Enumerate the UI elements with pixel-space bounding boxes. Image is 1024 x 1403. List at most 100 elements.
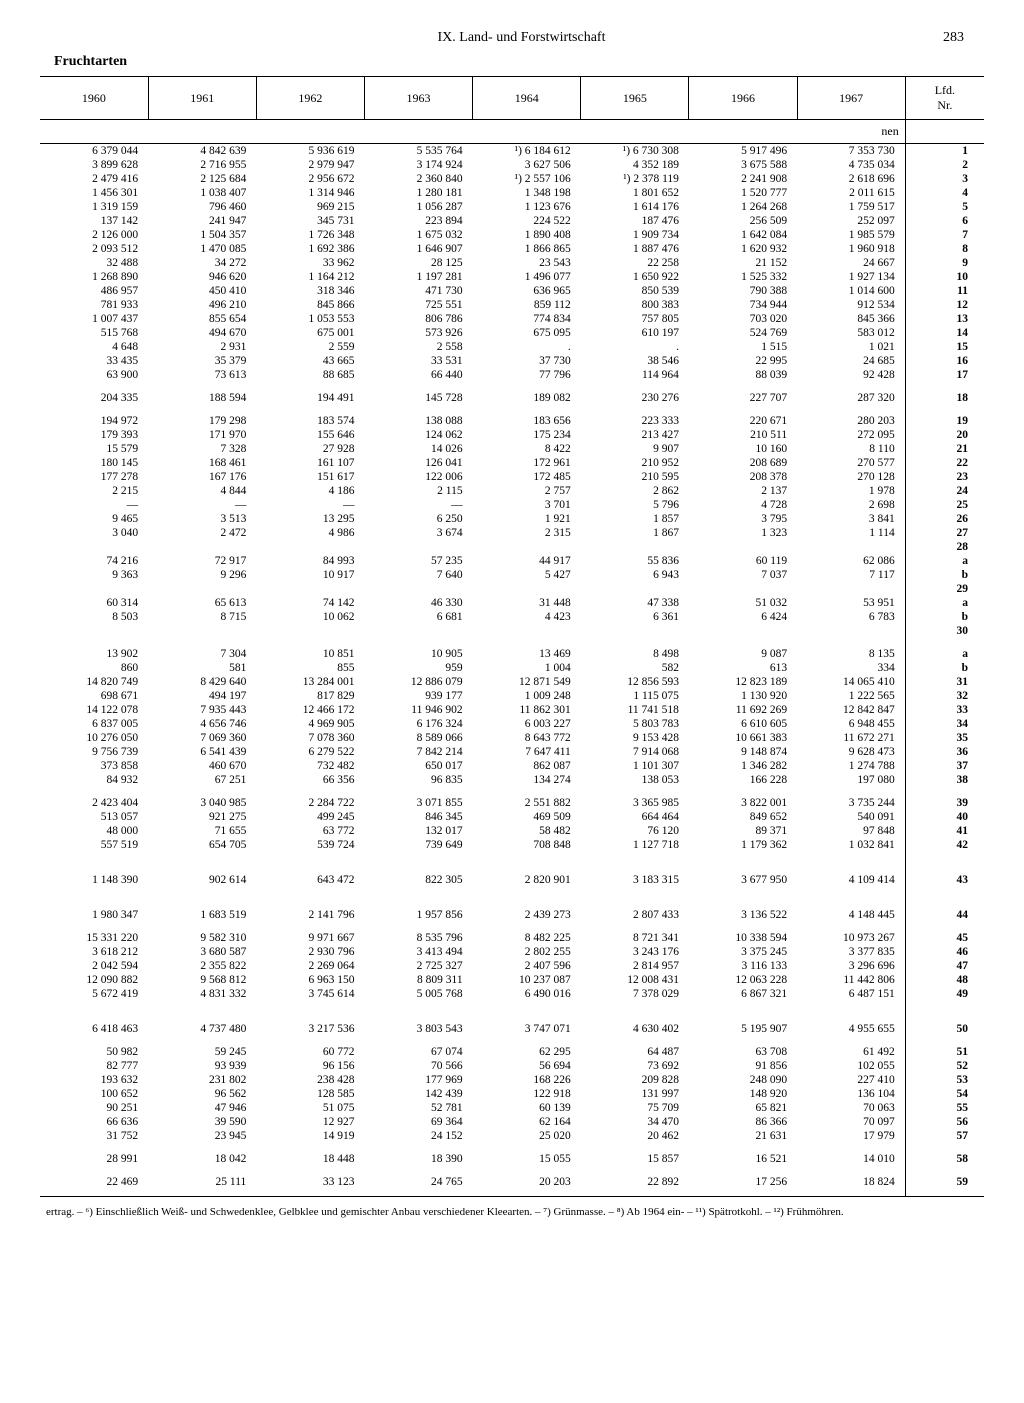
table-cell: 859 112 xyxy=(473,298,581,312)
table-cell: — xyxy=(148,498,256,512)
table-cell: 9 465 xyxy=(40,512,148,526)
table-cell: 12 823 189 xyxy=(689,675,797,689)
row-number: 1 xyxy=(905,144,984,159)
table-cell: 213 427 xyxy=(581,428,689,442)
table-cell: 1 456 301 xyxy=(40,186,148,200)
table-cell: 1 007 437 xyxy=(40,312,148,326)
table-cell: 5 936 619 xyxy=(256,144,364,159)
table-cell: 33 962 xyxy=(256,256,364,270)
table-cell: 51 032 xyxy=(689,596,797,610)
table-cell: 650 017 xyxy=(364,759,472,773)
table-cell: 10 661 383 xyxy=(689,731,797,745)
table-cell xyxy=(473,624,581,638)
row-number: 32 xyxy=(905,689,984,703)
table-cell: 223 894 xyxy=(364,214,472,228)
table-cell: 822 305 xyxy=(364,852,472,887)
table-cell: 1 620 932 xyxy=(689,242,797,256)
table-cell: 373 858 xyxy=(40,759,148,773)
row-number: a xyxy=(905,596,984,610)
table-cell xyxy=(256,582,364,596)
table-cell: 183 656 xyxy=(473,405,581,428)
table-cell: 1 515 xyxy=(689,340,797,354)
table-cell: 2 423 404 xyxy=(40,787,148,810)
table-cell: 73 692 xyxy=(581,1059,689,1073)
row-number: 13 xyxy=(905,312,984,326)
table-cell: 64 487 xyxy=(581,1036,689,1059)
table-cell: 8 135 xyxy=(797,638,905,661)
table-cell: 7 078 360 xyxy=(256,731,364,745)
table-cell: 84 932 xyxy=(40,773,148,787)
table-cell: 14 065 410 xyxy=(797,675,905,689)
table-cell: 2 284 722 xyxy=(256,787,364,810)
table-cell: 227 707 xyxy=(689,382,797,405)
page-number: 283 xyxy=(943,30,964,46)
table-cell: 13 469 xyxy=(473,638,581,661)
row-number: 7 xyxy=(905,228,984,242)
table-cell: 137 142 xyxy=(40,214,148,228)
table-cell xyxy=(364,624,472,638)
table-cell: 24 685 xyxy=(797,354,905,368)
row-number: 53 xyxy=(905,1073,984,1087)
row-number: 24 xyxy=(905,484,984,498)
row-number: 41 xyxy=(905,824,984,838)
table-cell: 1 314 946 xyxy=(256,186,364,200)
table-cell: 2 559 xyxy=(256,340,364,354)
table-cell: 698 671 xyxy=(40,689,148,703)
table-cell: 1 164 212 xyxy=(256,270,364,284)
table-cell: 3 680 587 xyxy=(148,945,256,959)
table-cell: 739 649 xyxy=(364,838,472,852)
table-cell: 912 534 xyxy=(797,298,905,312)
table-cell: — xyxy=(364,498,472,512)
row-number: 33 xyxy=(905,703,984,717)
table-cell: 3 822 001 xyxy=(689,787,797,810)
table-cell: 10 917 xyxy=(256,568,364,582)
row-number: 29 xyxy=(905,582,984,596)
table-cell: 469 509 xyxy=(473,810,581,824)
table-cell: 188 594 xyxy=(148,382,256,405)
table-cell: 3 243 176 xyxy=(581,945,689,959)
table-cell: 12 842 847 xyxy=(797,703,905,717)
table-cell: 183 574 xyxy=(256,405,364,428)
table-cell: 7 117 xyxy=(797,568,905,582)
table-cell: 2 930 796 xyxy=(256,945,364,959)
table-cell: 4 737 480 xyxy=(148,1001,256,1036)
table-cell: 180 145 xyxy=(40,456,148,470)
table-cell: 4 831 332 xyxy=(148,987,256,1001)
table-cell: 3 899 628 xyxy=(40,158,148,172)
row-number: 40 xyxy=(905,810,984,824)
table-cell: 643 472 xyxy=(256,852,364,887)
table-cell: 167 176 xyxy=(148,470,256,484)
table-cell: 6 963 150 xyxy=(256,973,364,987)
table-cell: 28 125 xyxy=(364,256,472,270)
column-header: 1966 xyxy=(689,77,797,120)
table-cell: 63 772 xyxy=(256,824,364,838)
table-cell: 8 589 066 xyxy=(364,731,472,745)
table-cell xyxy=(581,582,689,596)
table-cell: 33 123 xyxy=(256,1166,364,1197)
table-cell: 8 422 xyxy=(473,442,581,456)
row-number: 54 xyxy=(905,1087,984,1101)
table-cell xyxy=(40,540,148,554)
row-number: 4 xyxy=(905,186,984,200)
table-cell: 5 535 764 xyxy=(364,144,472,159)
table-cell: 52 781 xyxy=(364,1101,472,1115)
table-cell: 5 803 783 xyxy=(581,717,689,731)
table-cell: 3 413 494 xyxy=(364,945,472,959)
table-cell: 88 039 xyxy=(689,368,797,382)
table-cell: 582 xyxy=(581,661,689,675)
row-number: 8 xyxy=(905,242,984,256)
table-cell: 1 921 xyxy=(473,512,581,526)
table-cell: 2 551 882 xyxy=(473,787,581,810)
table-cell: 7 914 068 xyxy=(581,745,689,759)
table-cell: 210 952 xyxy=(581,456,689,470)
table-cell: 2 439 273 xyxy=(473,887,581,922)
column-header: 1965 xyxy=(581,77,689,120)
table-cell: 1 980 347 xyxy=(40,887,148,922)
table-cell: 175 234 xyxy=(473,428,581,442)
table-cell: 8 643 772 xyxy=(473,731,581,745)
table-cell: 3 136 522 xyxy=(689,887,797,922)
table-cell: 172 485 xyxy=(473,470,581,484)
table-cell: 583 012 xyxy=(797,326,905,340)
table-cell: 1 646 907 xyxy=(364,242,472,256)
table-cell: 1 692 386 xyxy=(256,242,364,256)
